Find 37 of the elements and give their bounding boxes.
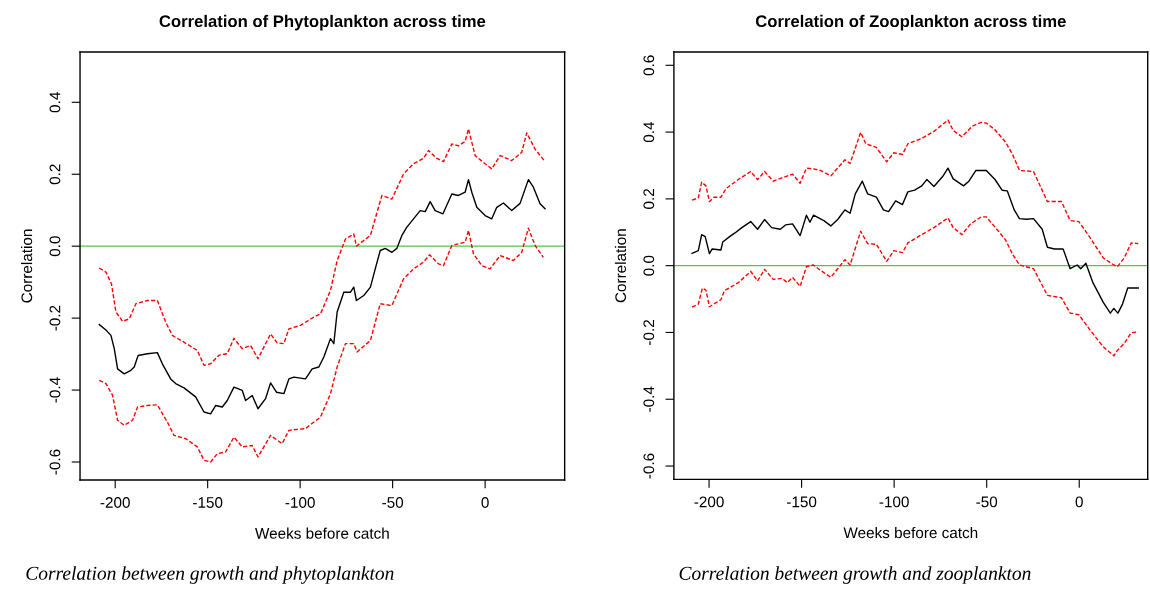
line-series: [691, 216, 1139, 357]
y-tick-label: 0.0: [643, 255, 655, 276]
y-tick-label: -0.4: [643, 386, 655, 412]
x-axis-title: Weeks before catch: [843, 526, 978, 539]
x-tick-label: 0: [1075, 496, 1083, 508]
x-tick-label: -150: [193, 497, 223, 508]
y-axis-title: Correlation: [614, 229, 627, 303]
y-tick-label: 0.2: [643, 189, 655, 209]
line-series: [98, 178, 546, 415]
chart-title: Correlation of Phytoplankton across time: [159, 14, 486, 31]
y-tick-label: 0.6: [643, 55, 655, 76]
y-tick-label: -0.6: [49, 449, 61, 475]
line-series: [691, 167, 1139, 314]
y-tick-label: -0.2: [643, 320, 655, 345]
y-tick-label: -0.4: [49, 377, 61, 403]
x-tick-label: -50: [976, 496, 998, 508]
x-tick-label: -50: [382, 497, 404, 508]
x-tick-label: -100: [879, 496, 909, 508]
line-series: [98, 227, 545, 463]
text: Correlation between growth and zooplankton: [679, 566, 1031, 584]
y-tick-label: 0.4: [49, 92, 61, 113]
chart-title: Correlation of Zooplankton across time: [755, 14, 1066, 31]
y-tick-label: 0.4: [643, 121, 655, 143]
y-tick-label: -0.6: [643, 453, 655, 479]
y-tick-label: 0.0: [49, 236, 61, 257]
line-series: [691, 119, 1139, 268]
text: Correlation between growth and phytoplankton: [26, 566, 394, 584]
line-series: [98, 128, 546, 366]
x-tick-label: -200: [694, 496, 724, 508]
y-tick-label: 0.2: [49, 164, 61, 185]
y-tick-label: -0.2: [49, 305, 61, 331]
x-tick-label: -100: [285, 497, 315, 508]
x-tick-label: -150: [786, 496, 817, 508]
x-axis-title: Weeks before catch: [255, 527, 389, 539]
x-tick-label: 0: [481, 497, 489, 508]
y-axis-title: Correlation: [21, 229, 33, 303]
x-tick-label: -200: [100, 497, 130, 508]
